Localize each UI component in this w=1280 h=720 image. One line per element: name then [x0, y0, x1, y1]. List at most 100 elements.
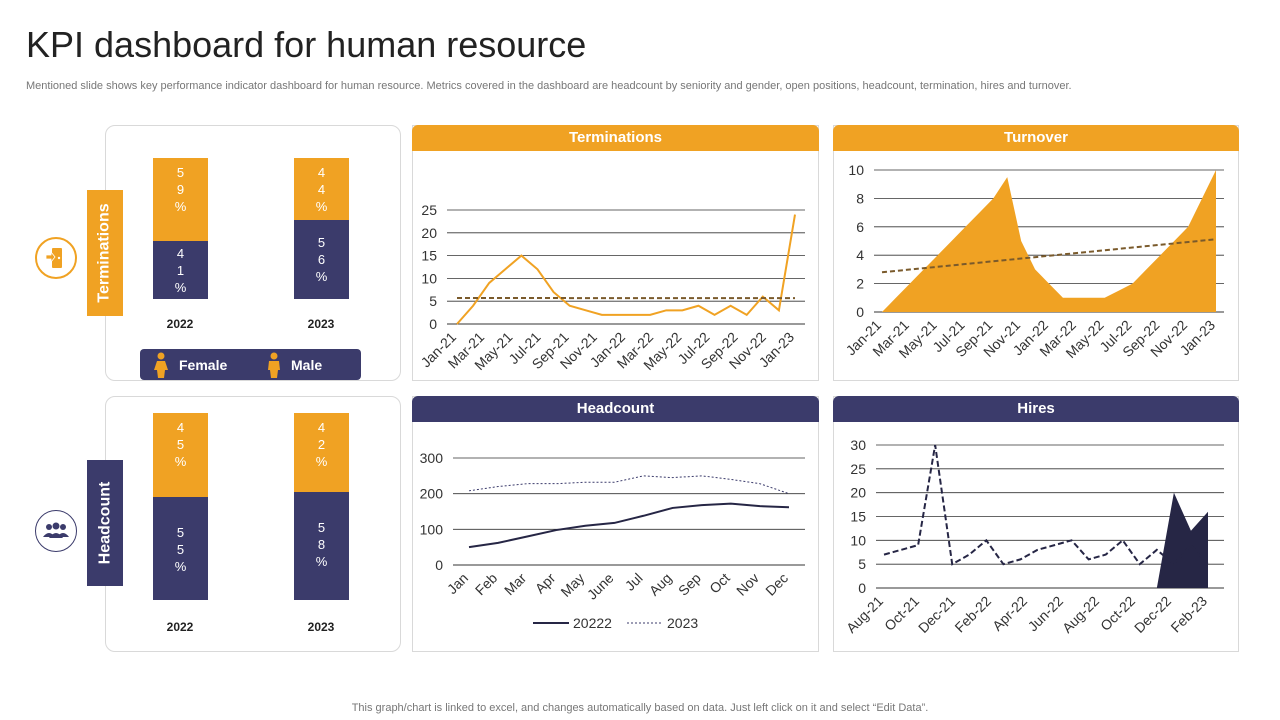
team-icon [35, 510, 77, 552]
hires-area [1156, 492, 1208, 588]
terminations-bar-2023: 4 4 % 5 6 % [294, 158, 349, 299]
headcount-y-tick: 300 [420, 450, 444, 466]
terminations-y-tick: 20 [421, 225, 437, 241]
headcount-2023-female-segment: 5 8 % [294, 491, 349, 600]
headcount-y-tick: 100 [420, 521, 444, 537]
legend-2023-label: 2023 [667, 615, 698, 631]
terminations-2023-female-segment: 5 6 % [294, 220, 349, 299]
terminations-panel: Terminations 0 5 10 15 20 25 Jan-21 Mar-21 May-2… [412, 125, 819, 381]
headcount-panel: Headcount 0 100 200 300 Jan Feb Mar Apr May June J… [412, 396, 819, 652]
terminations-y-tick: 0 [429, 316, 437, 332]
headcount-2022-male-label: 4 5 % [174, 420, 187, 469]
headcount-x-tick: May [557, 570, 587, 600]
gender-legend: Female Male [140, 349, 361, 380]
hires-y-tick: 20 [850, 485, 866, 501]
turnover-y-tick: 8 [856, 190, 864, 206]
terminations-series-line [456, 214, 796, 325]
hires-chart-title: Hires [833, 396, 1239, 422]
terminations-2023-male-label: 4 4 % [315, 165, 328, 214]
terminations-bar-2022: 5 9 % 4 1 % [153, 158, 208, 299]
headcount-x-tick: Oct [706, 570, 733, 597]
hires-x-tick: Feb-22 [951, 593, 994, 636]
terminations-chart-title: Terminations [412, 125, 819, 151]
headcount-2023-female-label: 5 8 % [315, 519, 328, 569]
hires-y-tick: 0 [858, 580, 866, 596]
turnover-y-tick: 2 [856, 276, 864, 292]
hires-y-tick: 25 [850, 461, 866, 477]
terminations-2022-female-segment: 4 1 % [153, 241, 208, 299]
hires-x-tick: Jun-22 [1025, 593, 1067, 635]
headcount-x-tick: Nov [733, 570, 762, 599]
headcount-x-tick: Mar [501, 570, 530, 599]
turnover-y-tick: 10 [848, 162, 864, 178]
headcount-y-tick: 200 [420, 486, 444, 502]
turnover-chart: 0246810Jan-21Mar-21May-21Jul-21Sep-21Nov… [843, 162, 1224, 361]
headcount-2022-male-segment: 4 5 % [153, 413, 208, 498]
headcount-x-tick: Feb [472, 570, 501, 599]
turnover-series-area [882, 170, 1216, 312]
exit-door-icon [35, 237, 77, 279]
hires-x-tick: Dec-22 [1131, 593, 1174, 636]
headcount-2023-male-label: 4 2 % [315, 420, 328, 469]
hires-x-tick: Apr-22 [989, 593, 1030, 634]
hires-x-tick: Dec-21 [915, 593, 958, 636]
page-subtitle: Mentioned slide shows key performance in… [26, 80, 1072, 92]
turnover-y-tick: 6 [856, 219, 864, 235]
terminations-tab-label: Terminations [96, 203, 113, 303]
terminations-tab: Terminations [87, 190, 123, 316]
hires-y-tick: 15 [850, 509, 866, 525]
headcount-x-tick: Jul [622, 570, 646, 594]
headcount-series-20222 [468, 502, 790, 549]
terminations-y-tick: 15 [421, 248, 437, 264]
headcount-bar-2023: 4 2 % 5 8 % [294, 413, 349, 600]
headcount-x-tick: June [584, 570, 617, 603]
hires-series-line [883, 444, 1209, 566]
page-title: KPI dashboard for human resource [26, 24, 587, 65]
headcount-gender-card [105, 396, 401, 652]
headcount-tab: Headcount [87, 460, 123, 586]
legend-female-label: Female [179, 357, 228, 373]
hires-x-tick: Oct-21 [881, 593, 922, 634]
headcount-2023-male-segment: 4 2 % [294, 413, 349, 492]
headcount-chart-title: Headcount [412, 396, 819, 422]
headcount-2022-female-segment: 5 5 % [153, 497, 208, 600]
male-icon [268, 352, 280, 378]
terminations-chart: 0510152025Jan-21Mar-21May-21Jul-21Sep-21… [418, 202, 805, 373]
hires-chart: 0 5 10 15 20 25 30 Aug-21Oct-21Dec-21Feb-22Apr-… [843, 437, 1224, 636]
headcount-x-tick: Apr [532, 570, 559, 597]
hires-y-tick: 30 [850, 437, 866, 453]
headcount-2022-female-label: 5 5 % [174, 525, 187, 575]
terminations-y-tick: 5 [429, 293, 437, 309]
hires-panel: Hires 0 5 10 15 20 25 30 Aug-21 Oct-21 Dec-21 Feb-… [833, 396, 1239, 652]
headcount-tab-label: Headcount [96, 481, 114, 565]
female-icon [154, 352, 168, 378]
headcount-year-2023: 2023 [307, 620, 335, 634]
turnover-chart-title: Turnover [833, 125, 1239, 151]
turnover-panel: Turnover 0 2 4 6 8 10 Jan-21 Mar-21 May-21 Jul-21… [833, 125, 1239, 381]
headcount-bar-2022: 4 5 % 5 5 % [153, 413, 208, 600]
turnover-y-tick: 0 [856, 304, 864, 320]
hires-y-tick: 10 [850, 532, 866, 548]
legend-male-label: Male [291, 357, 323, 373]
terminations-2023-male-segment: 4 4 % [294, 158, 349, 221]
terminations-year-2022: 2022 [166, 317, 194, 331]
terminations-year-2023: 2023 [307, 317, 335, 331]
headcount-x-tick: Sep [675, 570, 704, 599]
terminations-2022-male-segment: 5 9 % [153, 158, 208, 242]
terminations-2022-male-label: 5 9 % [174, 165, 187, 214]
headcount-x-tick: Dec [762, 570, 791, 599]
terminations-y-tick: 25 [421, 202, 437, 218]
hires-x-tick: Aug-22 [1059, 593, 1102, 636]
headcount-x-tick: Jan [444, 570, 471, 597]
headcount-y-tick: 0 [435, 557, 443, 573]
hires-x-tick: Aug-21 [843, 593, 886, 636]
terminations-2022-female-label: 4 1 % [174, 246, 187, 296]
hires-x-tick: Oct-22 [1097, 593, 1138, 634]
headcount-series-2023 [468, 475, 790, 495]
hires-y-tick: 5 [858, 556, 866, 572]
terminations-2023-female-label: 5 6 % [315, 235, 328, 285]
legend-20222-label: 20222 [573, 615, 612, 631]
headcount-x-tick: Aug [646, 570, 675, 599]
footer-note: This graph/chart is linked to excel, and… [351, 702, 929, 714]
